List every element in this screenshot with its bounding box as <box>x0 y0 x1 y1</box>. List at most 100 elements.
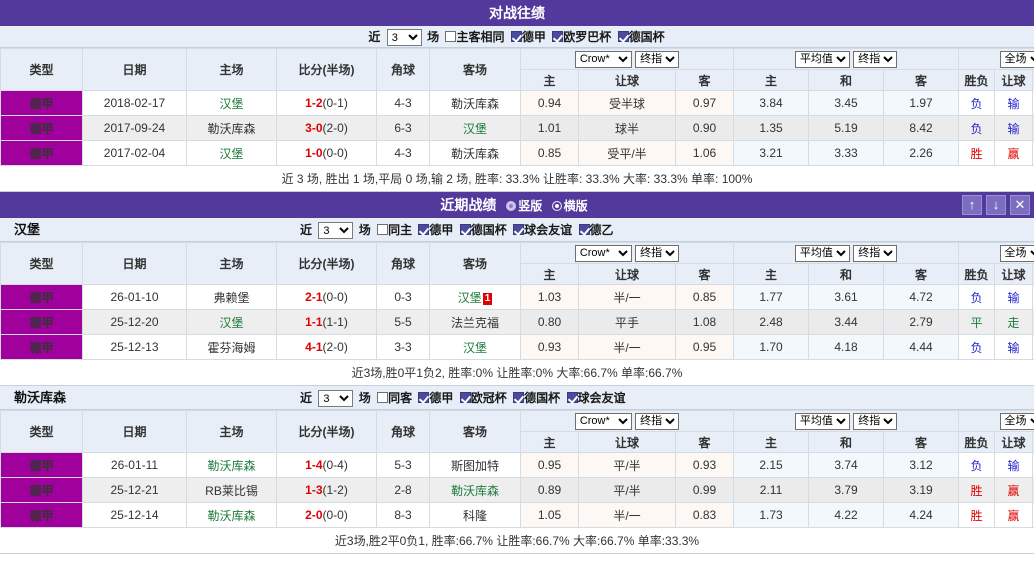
cell-handicap: 平手 <box>578 309 676 335</box>
euro-type-select[interactable]: 平均值最高值 <box>794 50 850 68</box>
team2-league-checkbox-3[interactable] <box>566 392 578 403</box>
team2-scope-select[interactable]: 全场半场 <box>999 412 1034 430</box>
cell-home-team: 汉堡 <box>186 309 277 335</box>
team1-scope-select[interactable]: 全场半场 <box>999 244 1034 262</box>
h2h-league-checkbox-1[interactable] <box>552 31 564 42</box>
cell-handicap: 受半球 <box>578 90 676 116</box>
cell-euro-away: 4.24 <box>883 502 960 528</box>
scope-select[interactable]: 全场半场 <box>999 50 1034 68</box>
cell-away-team: 汉堡 <box>429 115 521 141</box>
cell-euro-away: 3.12 <box>883 452 960 478</box>
cell-league-type: 德甲 <box>0 284 83 310</box>
team2-match-count-select[interactable]: 361020 <box>318 390 354 408</box>
cell-odds-away: 0.83 <box>674 502 735 528</box>
cell-odds-away: 0.97 <box>674 90 735 116</box>
team1-table-body: 德甲 26-01-10 弗赖堡 2-1(0-0) 0-3 汉堡 1 1.03 半/一 0.85 1.… <box>0 284 1034 360</box>
cell-away-team: 斯图加特 <box>429 452 521 478</box>
cell-euro-draw: 5.19 <box>808 115 885 141</box>
col-handicap: 让球 <box>578 69 676 91</box>
move-down-icon[interactable]: ↓ <box>986 195 1006 215</box>
team2-matches-label: 场 <box>358 391 371 405</box>
move-up-icon[interactable]: ↑ <box>962 195 982 215</box>
cell-score: 1-4(0-4) <box>276 452 377 478</box>
col-odds-away: 客 <box>674 431 735 453</box>
odds-company-select[interactable]: Crow*Bet365Macau <box>574 50 632 68</box>
team2-league-checkbox-0[interactable] <box>418 392 430 403</box>
h2h-league-checkbox-0[interactable] <box>510 31 522 42</box>
team2-euro-type-select[interactable]: 平均值最高值 <box>794 412 850 430</box>
cell-corner: 0-3 <box>376 284 430 310</box>
team1-league-checkbox-3[interactable] <box>578 224 590 235</box>
radio-vertical-icon[interactable] <box>506 201 517 212</box>
team2-summary: 近3场,胜2平0负1, 胜率:66.7% 让胜率:66.7% 大率:66.7% … <box>0 528 1034 554</box>
team2-odds-company-select[interactable]: Crow*Bet365Macau <box>574 412 632 430</box>
cell-euro-draw: 4.22 <box>808 502 885 528</box>
col-odds-away: 客 <box>674 69 735 91</box>
odds-phase-select[interactable]: 初指终指 <box>635 50 680 68</box>
cell-date: 25-12-21 <box>82 477 187 503</box>
table-row[interactable]: 德甲 25-12-21 RB莱比锡 1-3(1-2) 2-8 勒沃库森 0.89 平/半 0.9… <box>0 477 1034 503</box>
team1-league-checkbox-1[interactable] <box>459 224 471 235</box>
table-row[interactable]: 德甲 25-12-14 勒沃库森 2-0(0-0) 8-3 科隆 1.05 半/一 0.83 1.… <box>0 502 1034 528</box>
col-type: 类型 <box>0 242 83 285</box>
cell-corner: 3-3 <box>376 334 430 360</box>
team2-league-checkbox-1[interactable] <box>459 392 471 403</box>
view-mode-vertical[interactable]: 竖版 <box>506 199 542 213</box>
h2h-league-checkbox-2[interactable] <box>617 31 629 42</box>
col-corner: 角球 <box>376 48 430 91</box>
team1-euro-phase-select[interactable]: 初指终指 <box>853 244 898 262</box>
team2-table: 类型 日期 主场 比分(半场) 角球 客场 Crow*Bet365Macau 初… <box>0 410 1034 528</box>
h2h-match-count-select[interactable]: 361020 <box>386 29 422 47</box>
cell-league-type: 德甲 <box>0 140 83 166</box>
cell-away-team: 勒沃库森 <box>429 477 521 503</box>
table-row[interactable]: 德甲 26-01-10 弗赖堡 2-1(0-0) 0-3 汉堡 1 1.03 半/一 0.85 1.… <box>0 284 1034 310</box>
team1-same-venue-checkbox[interactable] <box>377 224 389 235</box>
cell-score: 1-2(0-1) <box>276 90 377 116</box>
cell-euro-draw: 3.79 <box>808 477 885 503</box>
cell-win-lose: 平 <box>958 309 996 335</box>
cell-odds-away: 0.99 <box>674 477 735 503</box>
h2h-same-venue-checkbox[interactable] <box>445 31 457 42</box>
h2h-league-label-1: 欧罗巴杯 <box>563 30 612 44</box>
cell-corner: 4-3 <box>376 140 430 166</box>
h2h-table-body: 德甲 2018-02-17 汉堡 1-2(0-1) 4-3 勒沃库森 0.94 受半球 0.97… <box>0 90 1034 166</box>
team2-same-venue-checkbox[interactable] <box>377 392 389 403</box>
cell-score: 4-1(2-0) <box>276 334 377 360</box>
col-euro-home: 主 <box>733 69 810 91</box>
team2-name: 勒沃库森 <box>14 390 67 405</box>
h2h-league-label-0: 德甲 <box>521 30 546 44</box>
euro-odds-selectors: 平均值最高值 初指终指 <box>733 48 960 70</box>
team1-euro-type-select[interactable]: 平均值最高值 <box>794 244 850 262</box>
col-odds-home: 主 <box>520 69 579 91</box>
cell-handicap-result: 输 <box>994 284 1034 310</box>
view-mode-horizontal[interactable]: 横版 <box>551 199 588 213</box>
cell-win-lose: 负 <box>958 334 996 360</box>
cell-euro-draw: 3.33 <box>808 140 885 166</box>
radio-horizontal-icon[interactable] <box>551 201 562 212</box>
cell-handicap-result: 输 <box>994 115 1034 141</box>
cell-win-lose: 负 <box>958 115 996 141</box>
team2-odds-phase-select[interactable]: 初指终指 <box>635 412 680 430</box>
head-to-head-title-bar: 对战往绩 <box>0 0 1034 26</box>
team2-same-venue-label: 同客 <box>388 391 413 405</box>
table-row[interactable]: 德甲 2017-02-04 汉堡 1-0(0-0) 4-3 勒沃库森 0.85 受平/半 1.0… <box>0 140 1034 166</box>
cell-home-team: 弗赖堡 <box>186 284 277 310</box>
team1-odds-company-select[interactable]: Crow*Bet365Macau <box>574 244 632 262</box>
table-row[interactable]: 德甲 25-12-13 霍芬海姆 4-1(2-0) 3-3 汉堡 0.93 半/一 0.95 1.… <box>0 334 1034 360</box>
close-icon[interactable]: ✕ <box>1010 195 1030 215</box>
col-win-lose: 胜负 <box>958 263 996 285</box>
table-row[interactable]: 德甲 26-01-11 勒沃库森 1-4(0-4) 5-3 斯图加特 0.95 平/半 0.93… <box>0 452 1034 478</box>
team2-league-checkbox-2[interactable] <box>513 392 525 403</box>
team1-odds-phase-select[interactable]: 初指终指 <box>635 244 680 262</box>
table-row[interactable]: 德甲 25-12-20 汉堡 1-1(1-1) 5-5 法兰克福 0.80 平手 1.08 2.4… <box>0 309 1034 335</box>
team1-league-checkbox-2[interactable] <box>513 224 525 235</box>
col-odds-away: 客 <box>674 263 735 285</box>
team2-euro-phase-select[interactable]: 初指终指 <box>853 412 898 430</box>
team1-match-count-select[interactable]: 361020 <box>318 222 354 240</box>
team1-league-checkbox-0[interactable] <box>418 224 430 235</box>
col-home: 主场 <box>186 48 277 91</box>
table-row[interactable]: 德甲 2018-02-17 汉堡 1-2(0-1) 4-3 勒沃库森 0.94 受半球 0.97… <box>0 90 1034 116</box>
table-row[interactable]: 德甲 2017-09-24 勒沃库森 3-0(2-0) 6-3 汉堡 1.01 球半 0.90 1… <box>0 115 1034 141</box>
team2-league-label-2: 德国杯 <box>524 391 561 405</box>
euro-phase-select[interactable]: 初指终指 <box>853 50 898 68</box>
